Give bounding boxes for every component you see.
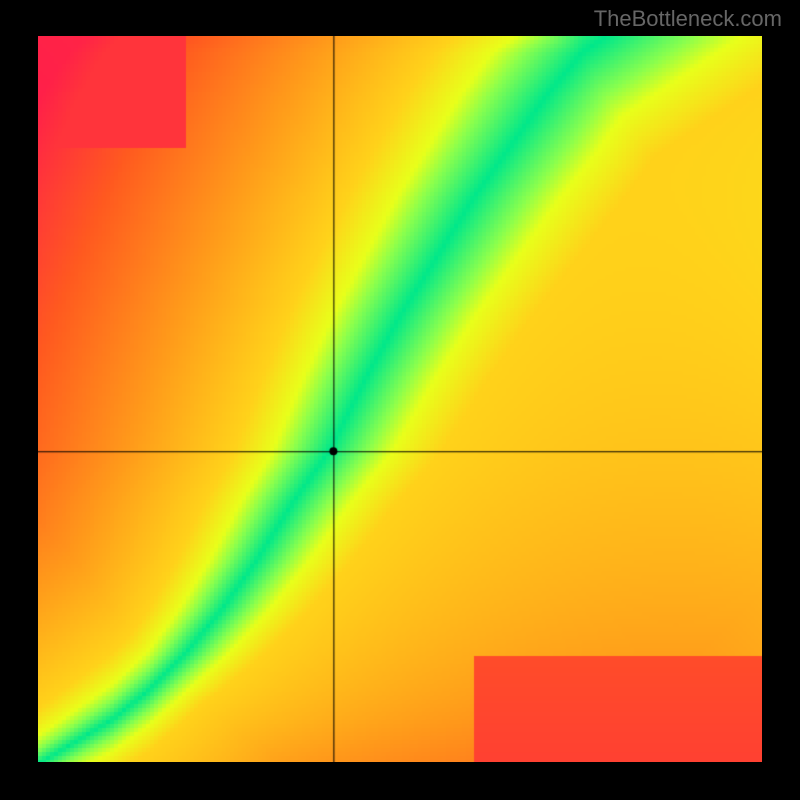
- heatmap-canvas: [38, 36, 762, 762]
- chart-container: TheBottleneck.com: [0, 0, 800, 800]
- watermark-text: TheBottleneck.com: [594, 6, 782, 32]
